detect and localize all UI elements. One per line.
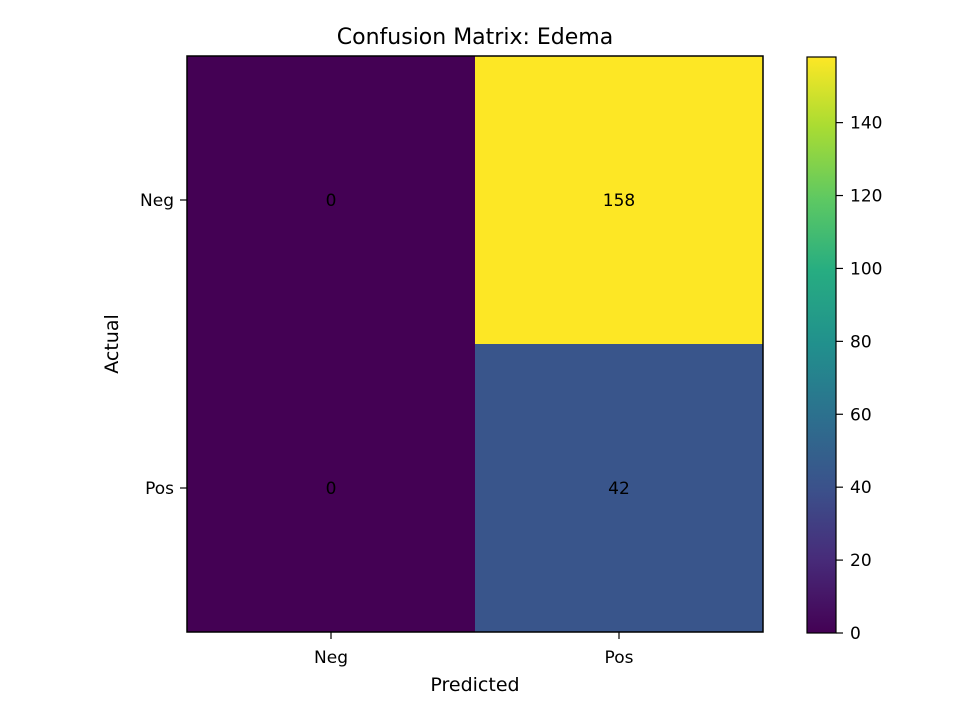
chart-title: Confusion Matrix: Edema xyxy=(337,25,613,50)
heatmap-cell xyxy=(475,344,763,632)
y-tick-label: Pos xyxy=(145,479,174,499)
colorbar-tick-label: 80 xyxy=(850,332,872,352)
cell-value-label: 0 xyxy=(326,479,337,499)
colorbar-tick-label: 20 xyxy=(850,551,872,571)
colorbar xyxy=(806,56,837,634)
y-tick-label: Neg xyxy=(140,191,174,211)
heatmap-cell xyxy=(187,344,475,632)
plot-frame xyxy=(186,55,764,633)
cell-value-label: 0 xyxy=(326,191,337,211)
x-tick-label: Pos xyxy=(605,648,634,668)
y-axis-label: Actual xyxy=(101,314,123,374)
colorbar-tick-label: 0 xyxy=(850,624,861,644)
x-tick-label: Neg xyxy=(314,648,348,668)
x-axis-label: Predicted xyxy=(430,674,519,696)
y-axis-ticks: Neg Pos xyxy=(140,191,187,499)
cell-value-label: 158 xyxy=(603,191,635,211)
heatmap-cells xyxy=(187,56,763,632)
cell-value-label: 42 xyxy=(608,479,630,499)
colorbar-tick-label: 60 xyxy=(850,405,872,425)
heatmap-cell xyxy=(475,56,763,344)
colorbar-ticks: 0 20 40 60 80 100 120 140 xyxy=(836,114,882,644)
colorbar-tick-label: 40 xyxy=(850,478,872,498)
x-axis-ticks: Neg Pos xyxy=(314,632,634,668)
cell-value-labels: 0 158 0 42 xyxy=(326,191,636,499)
colorbar-tick-label: 120 xyxy=(850,187,882,207)
colorbar-tick-label: 140 xyxy=(850,114,882,134)
colorbar-tick-label: 100 xyxy=(850,259,882,279)
heatmap-cell xyxy=(187,56,475,344)
